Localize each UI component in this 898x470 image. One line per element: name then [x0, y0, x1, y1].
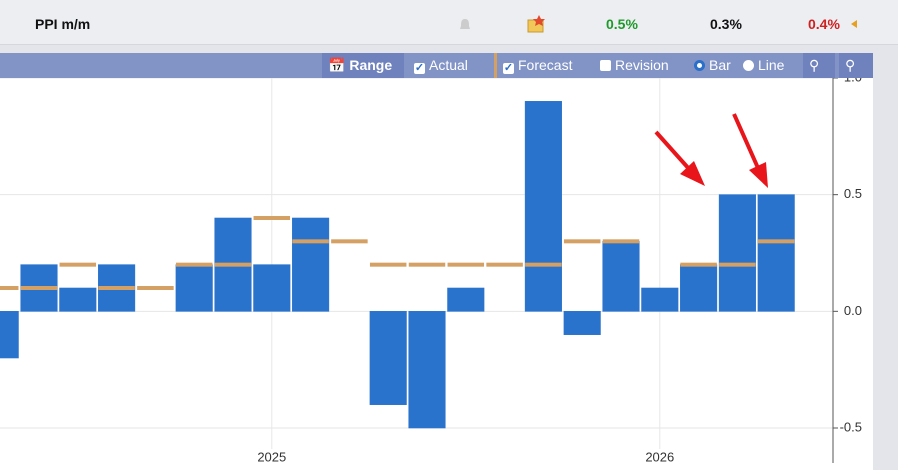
forecast-marker [408, 262, 446, 267]
zoom-out[interactable]: ⚲ [839, 53, 873, 78]
forecast-marker [369, 262, 407, 267]
forecast-marker [175, 262, 213, 267]
forecast-marker [757, 239, 795, 244]
bar [0, 311, 19, 359]
revision-label: Revision [615, 57, 669, 73]
legend-actual: Actual [429, 57, 468, 73]
bar [408, 311, 446, 429]
actual-value: 0.5% [606, 16, 638, 32]
y-tick-label: -0.5 [840, 419, 862, 434]
bar [602, 241, 640, 312]
forecast-marker [331, 239, 368, 244]
range-label: Range [349, 57, 393, 73]
bar [641, 287, 679, 312]
bell-icon[interactable] [459, 18, 471, 32]
forecast-marker [447, 262, 485, 267]
y-tick-label: 0.5 [844, 186, 862, 201]
forecast-marker [214, 262, 252, 267]
bar [369, 311, 407, 405]
forecast-value: 0.3% [710, 16, 742, 32]
forecast-marker [137, 286, 174, 290]
bar [524, 101, 562, 312]
forecast-marker [98, 286, 135, 290]
indicator-title: PPI m/m [35, 16, 91, 32]
line-label: Line [758, 57, 785, 73]
forecast-marker [253, 216, 291, 220]
forecast-marker [0, 286, 19, 290]
forecast-marker [292, 239, 329, 244]
actual-toggle[interactable]: ✓ Actual [414, 57, 468, 74]
forecast-marker [525, 262, 562, 267]
bar [563, 311, 601, 335]
header: PPI m/m 0.5% 0.3% 0.4% [0, 0, 898, 45]
revision-toggle[interactable]: Revision [594, 53, 682, 78]
bar-radio[interactable]: Bar [688, 53, 740, 78]
line-radio[interactable]: Line [737, 53, 797, 78]
y-tick-label: 1.0 [844, 78, 862, 84]
bar [757, 194, 795, 312]
bar [175, 264, 213, 312]
bar [447, 287, 485, 312]
x-tick-label: 2026 [645, 449, 674, 464]
bar-label: Bar [709, 57, 731, 73]
bar [680, 264, 718, 312]
forecast-toggle[interactable]: ✓ Forecast [494, 53, 586, 78]
star-icon[interactable] [527, 14, 547, 34]
toolbar: 📅 Range ✓ Actual ✓ Forecast Revision Bar L… [0, 53, 873, 78]
bar [718, 194, 756, 312]
legend-forecast: Forecast [518, 57, 573, 73]
chart: -0.5 0.0 0.5 1.0 2025 2026 [0, 78, 873, 470]
revision-marker [851, 20, 857, 28]
forecast-marker [563, 239, 601, 244]
forecast-marker [680, 262, 717, 267]
x-tick-label: 2025 [257, 449, 286, 464]
forecast-marker [486, 262, 523, 267]
range-button[interactable]: 📅 Range [322, 53, 404, 78]
y-tick-label: 0.0 [844, 303, 862, 318]
bar [59, 287, 97, 312]
bar [292, 217, 330, 312]
forecast-marker [602, 239, 640, 244]
forecast-marker [719, 262, 756, 267]
forecast-marker [20, 286, 58, 290]
zoom-in[interactable]: ⚲ [803, 53, 835, 78]
forecast-marker [59, 262, 97, 267]
previous-value: 0.4% [808, 16, 840, 32]
bar [253, 264, 291, 312]
